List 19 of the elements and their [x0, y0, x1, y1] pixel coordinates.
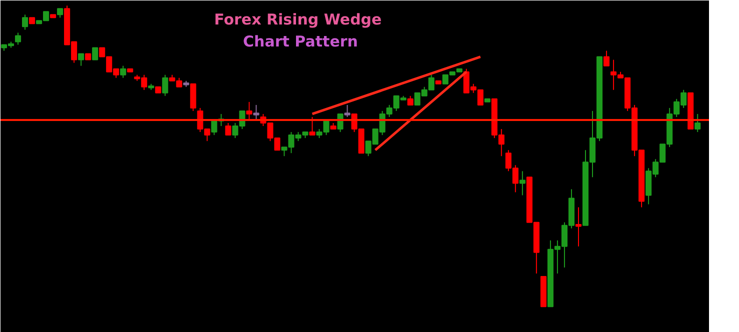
chart-title: Forex Rising Wedge [214, 10, 382, 28]
candlestick [78, 53, 84, 66]
candlestick [309, 116, 316, 136]
candlestick [225, 122, 232, 136]
candlestick [253, 104, 260, 120]
candlestick [120, 65, 126, 78]
text: Chart Pattern [243, 32, 358, 50]
candlestick [92, 47, 98, 60]
candlestick [14, 32, 22, 46]
candlestick [22, 14, 28, 30]
candlestick [603, 50, 610, 66]
candlestick [344, 104, 350, 118]
candlestick [575, 206, 582, 247]
candlestick [57, 8, 64, 18]
candlestick [694, 113, 701, 133]
candlestick [407, 95, 414, 106]
candlestick [246, 101, 252, 120]
candlestick [519, 170, 526, 196]
candlestick [162, 74, 168, 96]
